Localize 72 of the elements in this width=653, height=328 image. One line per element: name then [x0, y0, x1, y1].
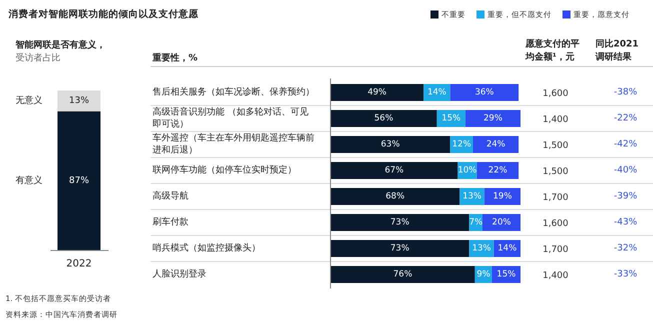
bar: [330, 136, 450, 153]
text: -32%: [614, 244, 638, 254]
text: -39%: [614, 192, 638, 202]
data-label: 15%: [496, 270, 516, 280]
bar: [330, 84, 424, 101]
bar: [473, 136, 519, 153]
data-label: 22%: [488, 166, 508, 176]
text: -33%: [614, 270, 638, 280]
text: 1,700: [542, 245, 569, 255]
y-tick-label: 哨兵模式（如监控摄像头）: [152, 242, 260, 254]
text: 1,600: [542, 219, 569, 229]
data-label: 13%: [69, 96, 90, 106]
y-tick-label: 高级导航: [152, 190, 188, 202]
chart-subtitle: 受访者占比: [16, 52, 60, 64]
bar: [330, 266, 475, 283]
data-label: 19%: [493, 192, 512, 202]
bar: [330, 240, 470, 257]
bar: [330, 188, 460, 205]
data-label: 14%: [427, 88, 446, 98]
text: 1,600: [542, 89, 569, 99]
chart-title: 智能网联是否有意义，: [14, 40, 106, 50]
data-label: 13%: [472, 244, 492, 254]
bar: [330, 214, 470, 231]
data-label: 20%: [492, 218, 511, 228]
bar: [465, 110, 520, 127]
data-label: 12%: [452, 140, 472, 150]
y-tick-label: 人脸识别登录: [152, 268, 206, 280]
text: -42%: [614, 140, 638, 150]
y-tick-label: 刷车付款: [152, 216, 188, 228]
text: 1,400: [542, 115, 569, 125]
data-label: 29%: [484, 114, 502, 124]
data-label: 10%: [458, 166, 477, 176]
text: 1,700: [542, 193, 569, 203]
bar: [330, 110, 437, 127]
y-tick-label: 车外遥控（车主在车外用钥匙遥控车辆前进和后退）: [152, 132, 314, 156]
y-tick-label: 联网停车功能（如停车位实时预定）: [152, 164, 296, 176]
data-label: 76%: [393, 270, 412, 280]
text: 愿意支付的平均金额¹，元: [524, 38, 580, 62]
data-label: 68%: [386, 192, 405, 202]
text: 1,500: [542, 167, 569, 177]
text: -40%: [614, 166, 638, 176]
data-label: 49%: [368, 88, 387, 98]
data-label: 24%: [486, 140, 506, 150]
text: 重要性，%: [152, 52, 198, 64]
text: 1,400: [542, 271, 569, 281]
text: -38%: [614, 88, 638, 98]
text: 1,500: [542, 141, 569, 151]
data-label: 14%: [498, 244, 517, 254]
data-label: 13%: [462, 192, 482, 202]
text: 同比2021调研结果: [594, 38, 639, 62]
data-label: 87%: [69, 176, 90, 186]
bar: [450, 84, 519, 101]
x-tick-label: 2022: [66, 258, 92, 270]
y-tick-label: 高级语音识别功能 （如多轮对话、可见即可说）: [152, 106, 308, 130]
bar: [476, 162, 519, 179]
text: -43%: [614, 218, 638, 228]
series-label: 无意义: [16, 94, 42, 106]
data-label: 7%: [469, 218, 483, 228]
data-label: 63%: [380, 140, 400, 150]
bar: [482, 214, 520, 231]
data-label: 56%: [374, 114, 394, 124]
data-label: 9%: [476, 270, 490, 280]
data-label: 15%: [442, 114, 461, 124]
bar: [330, 162, 458, 179]
data-label: 36%: [474, 88, 494, 98]
data-label: 73%: [390, 244, 410, 254]
text: -22%: [614, 114, 638, 124]
series-label: 有意义: [16, 174, 42, 186]
text: 消费者对智能网联功能的倾向以及支付意愿: [8, 8, 200, 20]
data-label: 73%: [390, 218, 410, 228]
data-label: 67%: [384, 166, 404, 176]
y-tick-label: 售后相关服务（如车况诊断、保养预约）: [152, 86, 314, 98]
